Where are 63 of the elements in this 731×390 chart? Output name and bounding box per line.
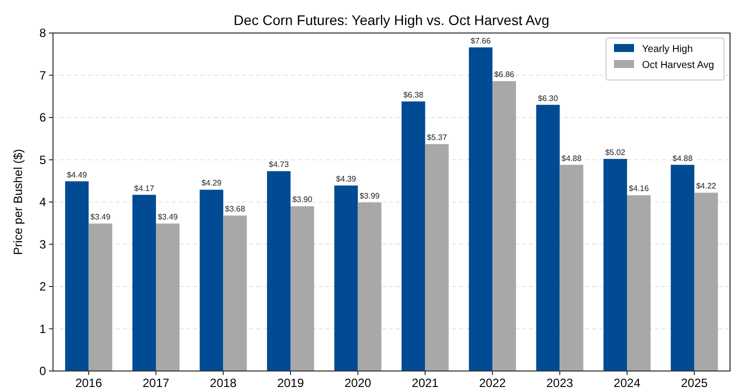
y-tick-label: 1 xyxy=(39,322,46,336)
data-label: $4.22 xyxy=(696,182,717,191)
bar xyxy=(334,186,358,371)
bar xyxy=(132,194,156,371)
data-label: $3.49 xyxy=(90,212,111,222)
x-tick-label: 2019 xyxy=(277,376,304,390)
bar xyxy=(694,192,718,371)
bar xyxy=(425,144,449,371)
legend-label: Oct Harvest Avg xyxy=(642,60,714,71)
bar xyxy=(560,164,584,371)
bar xyxy=(88,224,112,371)
y-tick-label: 3 xyxy=(39,237,46,252)
bar xyxy=(603,158,628,371)
data-label: $6.86 xyxy=(494,70,515,80)
data-label: $4.39 xyxy=(336,174,357,184)
x-tick-label: 2025 xyxy=(680,376,708,390)
data-label: $5.02 xyxy=(605,148,626,157)
bar xyxy=(402,101,426,371)
data-label: $6.38 xyxy=(403,90,424,100)
bar xyxy=(627,195,651,371)
x-tick-label: 2022 xyxy=(479,376,506,390)
data-label: $4.49 xyxy=(66,170,88,180)
y-tick-label: 2 xyxy=(39,280,46,294)
data-label: $4.88 xyxy=(562,154,582,163)
y-tick-label: 0 xyxy=(39,364,46,378)
y-tick-label: 4 xyxy=(39,195,46,210)
legend-label: Yearly High xyxy=(642,44,693,55)
bar xyxy=(290,206,314,371)
data-label: $3.68 xyxy=(225,204,246,214)
data-label: $6.30 xyxy=(538,94,559,103)
x-tick-label: 2018 xyxy=(210,376,237,390)
bar xyxy=(65,181,89,371)
bar xyxy=(200,190,224,371)
y-axis-title: Price per Bushel ($) xyxy=(11,148,25,256)
data-label: $5.37 xyxy=(426,133,448,142)
x-tick-label: 2023 xyxy=(546,376,574,390)
x-tick-label: 2021 xyxy=(412,376,439,390)
y-tick-label: 5 xyxy=(39,152,46,167)
bar xyxy=(358,202,382,371)
data-label: $4.16 xyxy=(628,184,650,194)
bar xyxy=(492,81,516,371)
x-tick-label: 2016 xyxy=(75,376,102,390)
bar xyxy=(267,171,291,371)
x-tick-label: 2024 xyxy=(614,376,641,390)
x-tick-label: 2020 xyxy=(344,376,372,390)
bar xyxy=(223,216,247,371)
y-tick-label: 6 xyxy=(39,110,46,125)
data-label: $3.90 xyxy=(292,195,313,204)
data-label: $3.49 xyxy=(158,212,178,222)
bar xyxy=(156,224,180,371)
data-label: $7.66 xyxy=(470,36,492,46)
chart-title: Dec Corn Futures: Yearly High vs. Oct Harvest Avg xyxy=(234,12,550,28)
data-label: $4.29 xyxy=(201,178,222,188)
x-tick-label: 2017 xyxy=(142,376,170,390)
data-label: $4.73 xyxy=(268,160,290,170)
bar xyxy=(536,104,560,371)
bar xyxy=(670,164,694,371)
bar xyxy=(468,47,492,371)
data-label: $3.99 xyxy=(360,191,380,200)
data-label: $4.17 xyxy=(134,184,155,193)
y-tick-label: 7 xyxy=(39,68,46,82)
y-tick-label: 8 xyxy=(39,26,46,40)
data-label: $4.88 xyxy=(672,154,694,163)
